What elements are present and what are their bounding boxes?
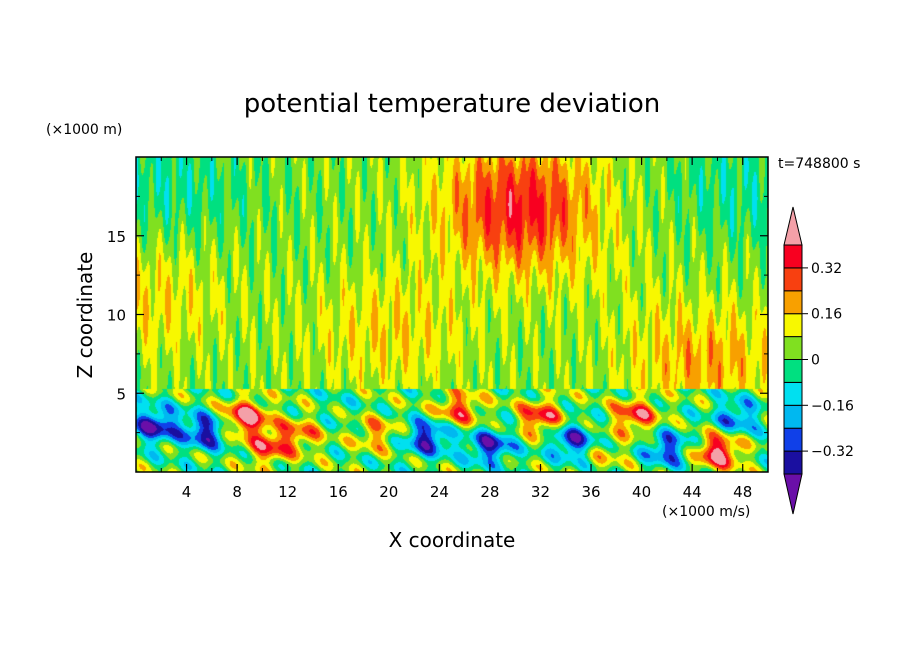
colorbar-segment xyxy=(783,313,803,338)
x-tick-label: 4 xyxy=(182,483,192,501)
x-tick-label: 8 xyxy=(232,483,242,501)
colorbar: 0.32 0.16 0 −0.16 −0.32 xyxy=(783,206,854,515)
y-axis-label: Z coordinate xyxy=(73,252,97,379)
y-tick-label: 10 xyxy=(107,307,126,325)
colorbar-bottom-arrow xyxy=(783,473,803,515)
colorbar-segment xyxy=(783,427,803,452)
x-axis-label: X coordinate xyxy=(389,528,516,552)
x-tick-label: 28 xyxy=(480,483,499,501)
colorbar-top-arrow xyxy=(783,206,803,246)
time-label: t=748800 s xyxy=(778,156,860,172)
x-tick-label: 44 xyxy=(683,483,702,501)
colorbar-segment xyxy=(783,244,803,269)
x-tick-label: 48 xyxy=(733,483,752,501)
colorbar-segment xyxy=(783,381,803,406)
x-tick-label: 16 xyxy=(329,483,348,501)
x-tick-label: 36 xyxy=(581,483,600,501)
x-tick-label: 12 xyxy=(278,483,297,501)
chart-title: potential temperature deviation xyxy=(244,89,660,119)
x-tick-label: 32 xyxy=(531,483,550,501)
colorbar-label: −0.32 xyxy=(811,444,854,460)
x-tick-label: 24 xyxy=(430,483,449,501)
contour-field xyxy=(136,157,768,472)
colorbar-label: −0.16 xyxy=(811,398,854,414)
y-unit-label: (×1000 m) xyxy=(46,122,122,138)
x-unit-label: (×1000 m/s) xyxy=(662,504,750,520)
x-tick-label: 40 xyxy=(632,483,651,501)
colorbar-label: 0 xyxy=(811,353,820,369)
x-axis: 4 8 12 16 20 24 28 32 36 40 44 48 xyxy=(160,157,752,501)
y-tick-label: 5 xyxy=(116,385,126,403)
contour-image xyxy=(136,157,768,472)
colorbar-label: 0.32 xyxy=(811,261,842,277)
colorbar-segment xyxy=(783,450,803,475)
y-axis: 5 10 15 xyxy=(107,195,768,434)
colorbar-segment xyxy=(783,404,803,429)
colorbar-label: 0.16 xyxy=(811,307,842,323)
colorbar-segment xyxy=(783,359,803,383)
colorbar-segment xyxy=(783,267,803,292)
colorbar-segment xyxy=(783,336,803,361)
colorbar-segment xyxy=(783,290,803,315)
y-tick-label: 15 xyxy=(107,228,126,246)
x-tick-label: 20 xyxy=(379,483,398,501)
